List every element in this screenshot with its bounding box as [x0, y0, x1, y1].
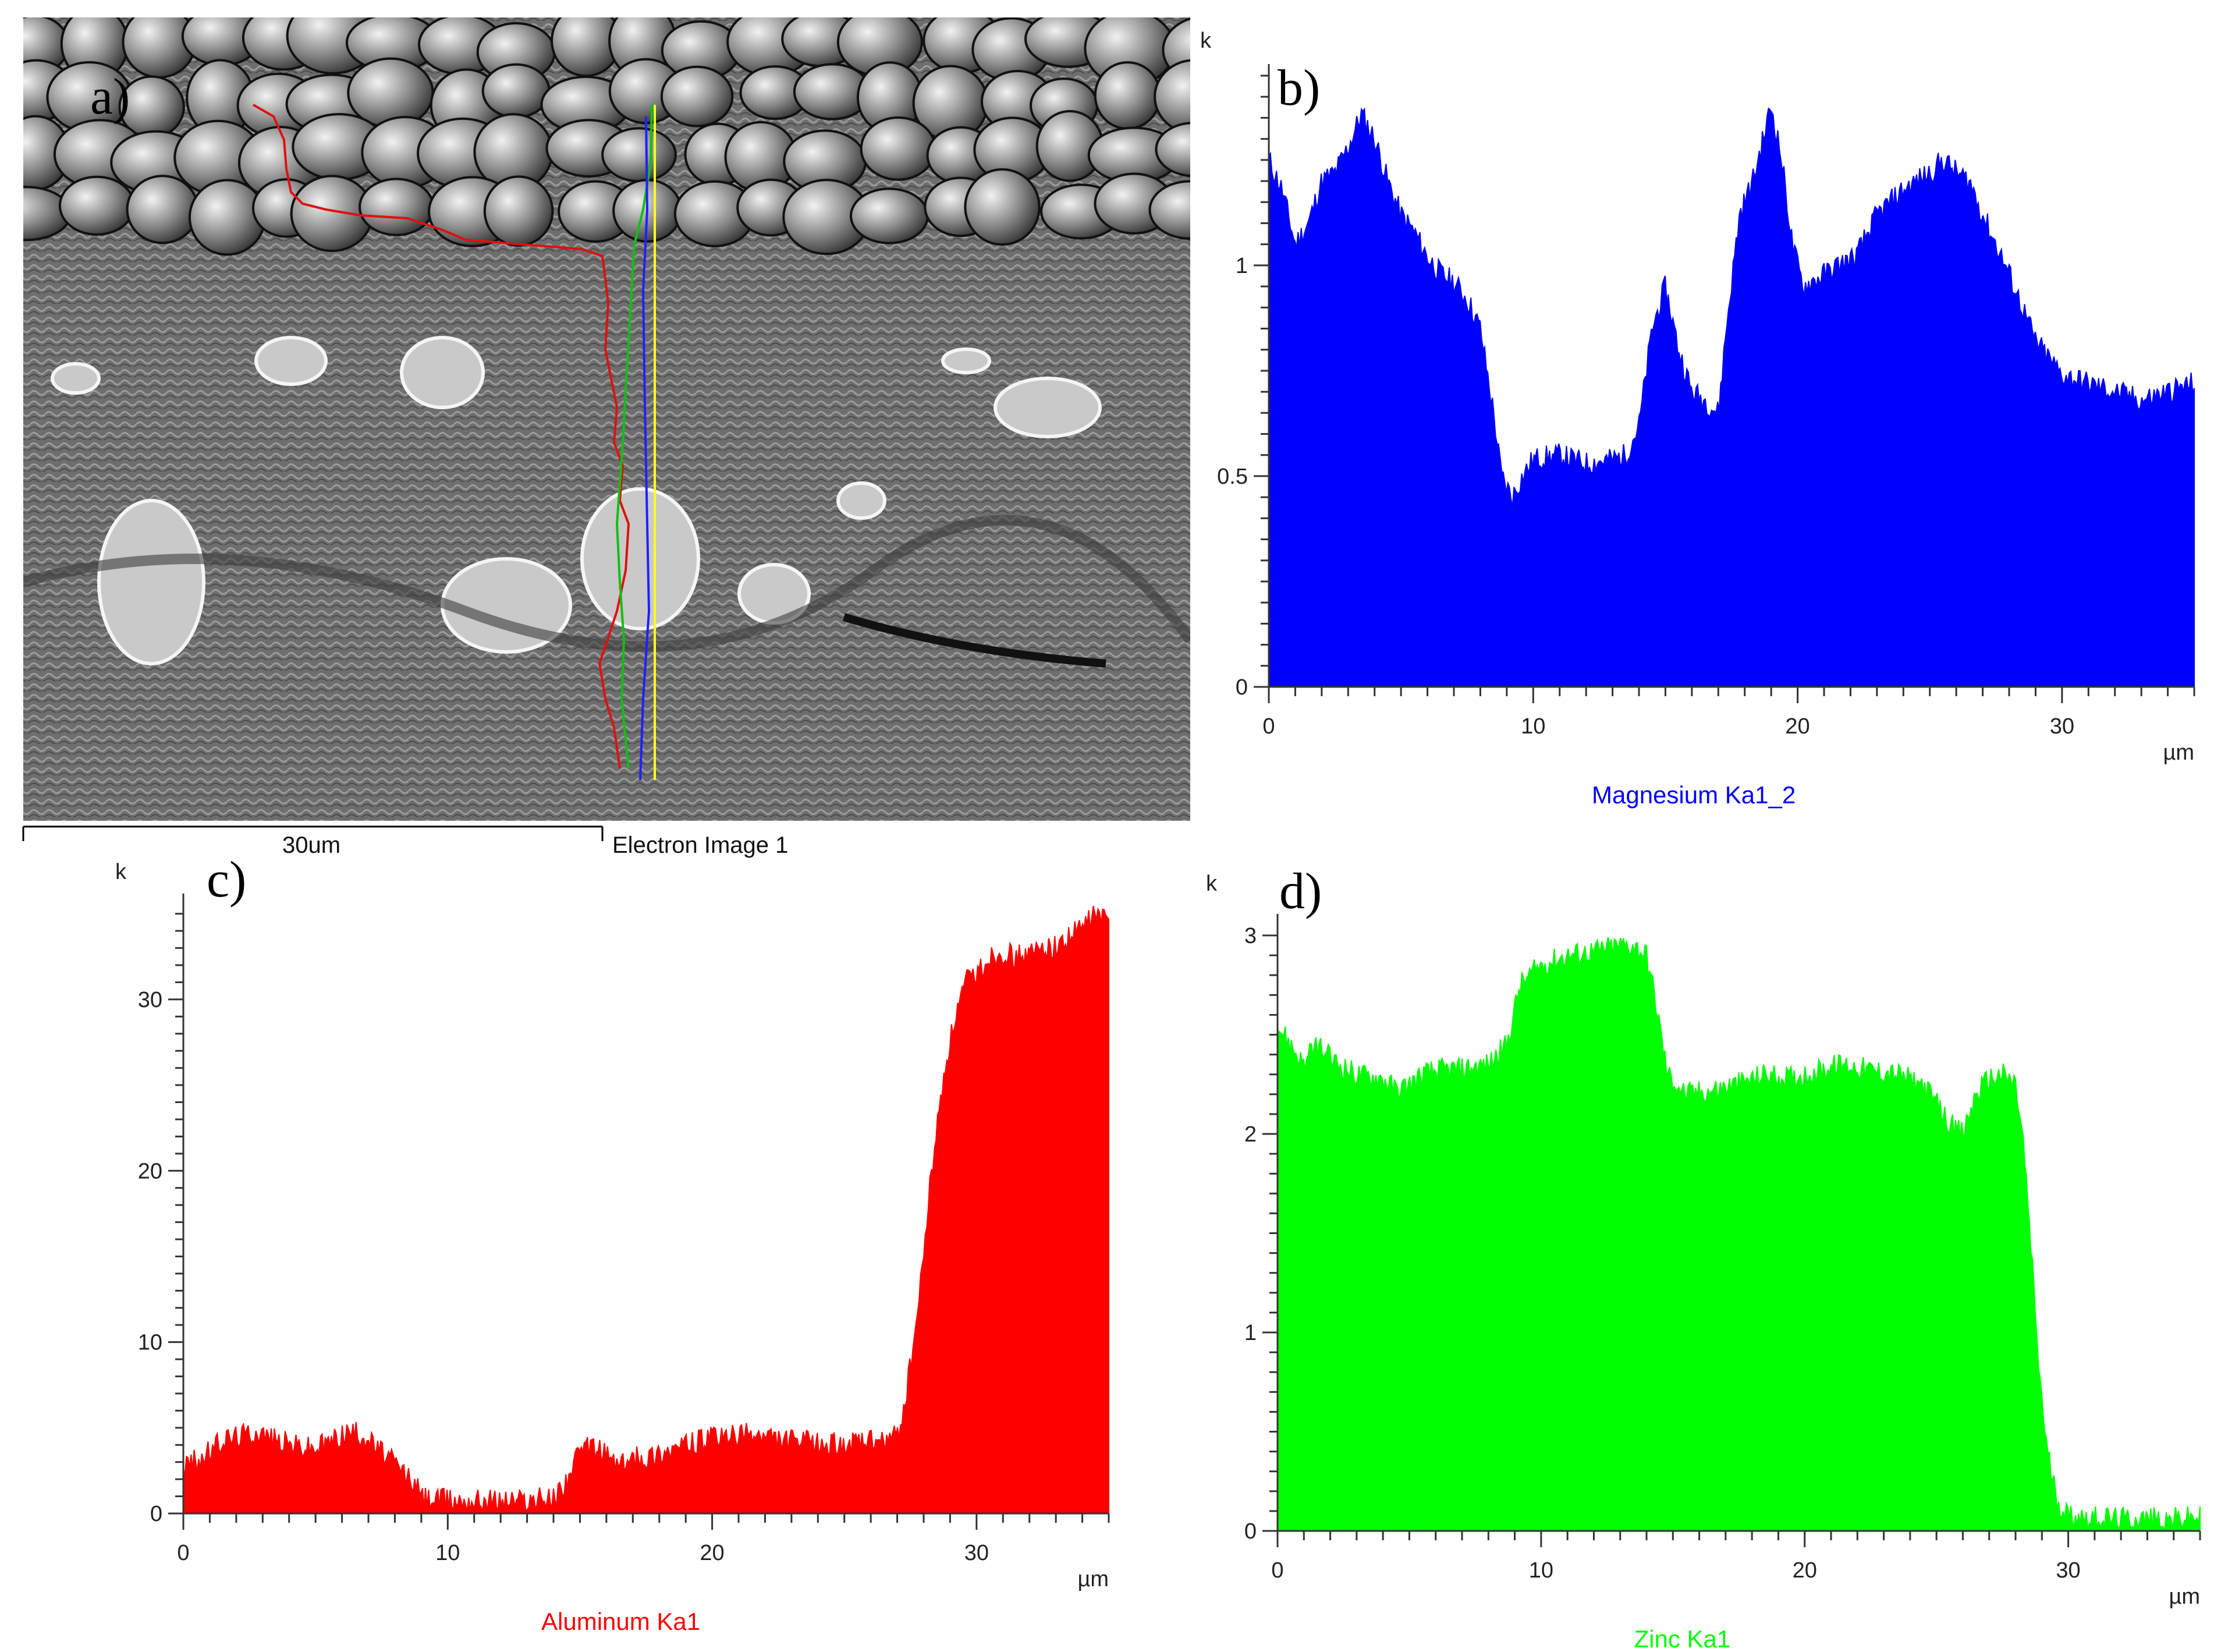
particle — [994, 377, 1102, 438]
chart-aluminum: k c) 0 10 20 30 0 10 20 30 µm Aluminum Ka1 — [115, 852, 1110, 1635]
grain — [126, 175, 200, 244]
chart-zinc: k d) 0 10 20 30 0 1 2 3 µm Zinc Ka1 — [1206, 863, 2201, 1652]
grain — [359, 178, 435, 236]
particle — [941, 348, 991, 374]
electron-image-label: Electron Image 1 — [612, 832, 788, 858]
x-unit-label: µm — [2169, 1584, 2200, 1609]
grain — [849, 187, 929, 244]
particle — [400, 336, 485, 409]
scale-bar-label: 30um — [282, 832, 340, 858]
grain — [860, 116, 936, 181]
series-area-aluminum — [183, 905, 1109, 1514]
grain — [483, 175, 554, 247]
y-tick-label: 2 — [1244, 1122, 1257, 1147]
y-tick-label: 1 — [1236, 254, 1248, 278]
grain — [481, 63, 551, 119]
series-name: Magnesium Ka1_2 — [1592, 781, 1796, 809]
y-tick-label: 0.5 — [1217, 465, 1248, 489]
series-name: Zinc Ka1 — [1634, 1625, 1731, 1652]
y-tick-label: 30 — [138, 988, 162, 1012]
grain — [188, 179, 267, 256]
y-tick-label: 0 — [1244, 1519, 1257, 1544]
panel-b-label: b) — [1278, 60, 1320, 116]
particle — [51, 362, 101, 395]
chart-magnesium: k b) 0 10 20 30 0 0.5 1 µm Magnesium Ka1_2 — [1200, 29, 2195, 809]
panel-a-label: a) — [90, 69, 130, 125]
y-tick-label: 0 — [150, 1502, 162, 1526]
x-tick-label: 20 — [700, 1541, 724, 1565]
series-area-magnesium — [1268, 107, 2195, 687]
sem-electron-image — [23, 17, 1190, 821]
x-tick-label: 20 — [1785, 714, 1810, 739]
x-tick-label: 20 — [1793, 1558, 1817, 1583]
series-name: Aluminum Ka1 — [541, 1608, 700, 1635]
x-tick-label: 0 — [177, 1541, 189, 1565]
y-tick-label: 20 — [138, 1159, 162, 1183]
grain — [601, 127, 677, 183]
chart-c-y-unit: k — [115, 860, 127, 884]
linescan-trace-green — [615, 104, 653, 769]
x-tick-label: 30 — [2056, 1558, 2080, 1583]
x-tick-label: 10 — [1529, 1558, 1553, 1583]
particle — [254, 336, 328, 386]
x-unit-label: µm — [1077, 1567, 1109, 1591]
y-tick-label: 3 — [1244, 924, 1257, 948]
panel-c-label: c) — [207, 852, 246, 908]
x-tick-label: 10 — [435, 1541, 460, 1565]
grain — [1148, 180, 1190, 240]
linescan-overlay — [253, 104, 656, 781]
particle — [836, 481, 886, 520]
y-tick-label: 0 — [1236, 675, 1248, 700]
x-tick-label: 30 — [2050, 714, 2074, 739]
linescan-trace-blue — [639, 116, 651, 781]
y-tick-label: 10 — [138, 1331, 162, 1355]
grain — [58, 175, 136, 236]
series-area-zinc — [1277, 937, 2201, 1532]
x-tick-label: 0 — [1271, 1558, 1283, 1583]
grain — [964, 168, 1041, 246]
particle — [580, 487, 700, 630]
chart-b-y-unit: k — [1200, 29, 1212, 53]
scale-bar: 30um — [22, 825, 604, 858]
particle — [97, 499, 205, 665]
x-tick-label: 10 — [1521, 714, 1545, 739]
grain — [1154, 59, 1190, 135]
grain — [660, 65, 734, 127]
grain — [1094, 61, 1162, 130]
x-tick-label: 30 — [964, 1541, 989, 1565]
chart-d-y-unit: k — [1206, 871, 1218, 896]
grain — [1155, 122, 1190, 178]
grain-layer — [23, 17, 1190, 256]
panel-d-label: d) — [1279, 863, 1322, 920]
x-unit-label: µm — [2163, 740, 2194, 765]
y-tick-label: 1 — [1244, 1321, 1257, 1345]
x-tick-label: 0 — [1262, 714, 1275, 739]
